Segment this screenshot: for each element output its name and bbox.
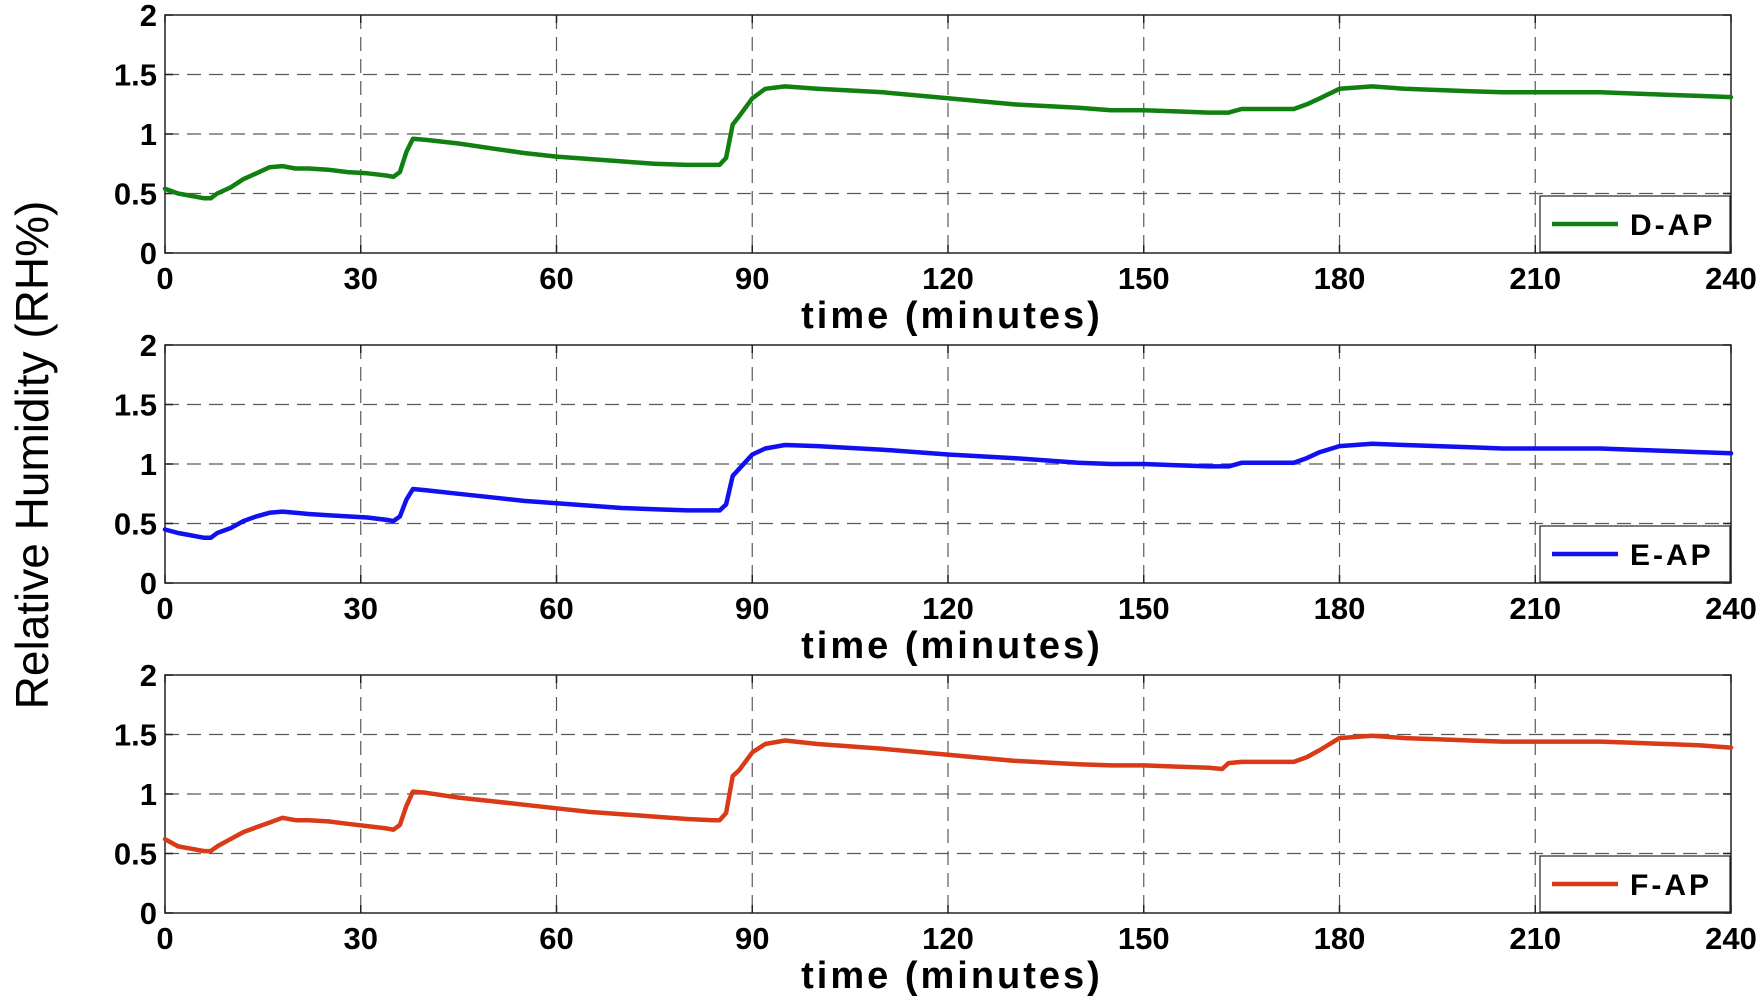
x-tick-label: 240	[1705, 921, 1757, 956]
legend-label: F-AP	[1630, 869, 1712, 902]
y-tick-label: 2	[140, 658, 157, 693]
x-tick-label: 210	[1509, 261, 1561, 296]
x-tick-label: 90	[735, 921, 769, 956]
x-tick-label: 0	[156, 261, 173, 296]
y-tick-label: 1.5	[114, 718, 157, 753]
series-line-d-ap	[162, 84, 1734, 201]
y-tick-label: 0.5	[114, 177, 157, 212]
y-tick-label: 1	[140, 447, 157, 482]
y-tick-label: 1	[140, 117, 157, 152]
x-tick-label: 150	[1118, 921, 1170, 956]
x-tick-label: 120	[922, 261, 974, 296]
x-tick-label: 30	[344, 921, 378, 956]
y-tick-label: 0	[140, 896, 157, 931]
x-tick-label: 0	[156, 921, 173, 956]
x-tick-label: 210	[1509, 591, 1561, 626]
x-tick-label: 120	[922, 591, 974, 626]
x-tick-label: 90	[735, 261, 769, 296]
x-tick-label: 120	[922, 921, 974, 956]
x-tick-label: 90	[735, 591, 769, 626]
x-tick-label: 240	[1705, 591, 1757, 626]
series-line-e-ap	[162, 441, 1734, 541]
x-tick-label: 240	[1705, 261, 1757, 296]
x-tick-label: 30	[344, 591, 378, 626]
x-tick-label: 180	[1314, 591, 1366, 626]
panel-d-ap: 0 30 60 90 120 150 180 210 240 0 0.5 1 1.5 2 time (min…	[114, 0, 1757, 337]
x-tick-label: 60	[539, 921, 573, 956]
y-tick-label: 2	[140, 328, 157, 363]
x-axis-label: time (minutes)	[801, 295, 1103, 337]
x-tick-label: 150	[1118, 261, 1170, 296]
panel-e-ap: 0 30 60 90 120 150 180 210 240 0 0.5 1 1.5 2 time (min…	[114, 328, 1757, 667]
x-tick-label: 30	[344, 261, 378, 296]
legend-label: D-AP	[1630, 209, 1715, 242]
y-tick-label: 0.5	[114, 507, 157, 542]
y-tick-label: 0	[140, 236, 157, 271]
x-tick-label: 60	[539, 261, 573, 296]
y-tick-label: 1.5	[114, 58, 157, 93]
y-tick-label: 2	[140, 0, 157, 33]
x-tick-label: 0	[156, 591, 173, 626]
panel-f-ap: 0 30 60 90 120 150 180 210 240 0 0.5 1 1.5 2 time (min…	[114, 658, 1757, 997]
x-tick-label: 180	[1314, 921, 1366, 956]
x-tick-label: 180	[1314, 261, 1366, 296]
x-axis-label: time (minutes)	[801, 625, 1103, 667]
y-tick-label: 0.5	[114, 837, 157, 872]
x-axis-label: time (minutes)	[801, 955, 1103, 997]
y-tick-label: 1	[140, 777, 157, 812]
y-tick-label: 0	[140, 566, 157, 601]
x-tick-label: 60	[539, 591, 573, 626]
x-tick-label: 210	[1509, 921, 1561, 956]
legend-label: E-AP	[1630, 539, 1714, 572]
x-tick-label: 150	[1118, 591, 1170, 626]
series-line-f-ap	[162, 733, 1734, 854]
y-tick-label: 1.5	[114, 388, 157, 423]
